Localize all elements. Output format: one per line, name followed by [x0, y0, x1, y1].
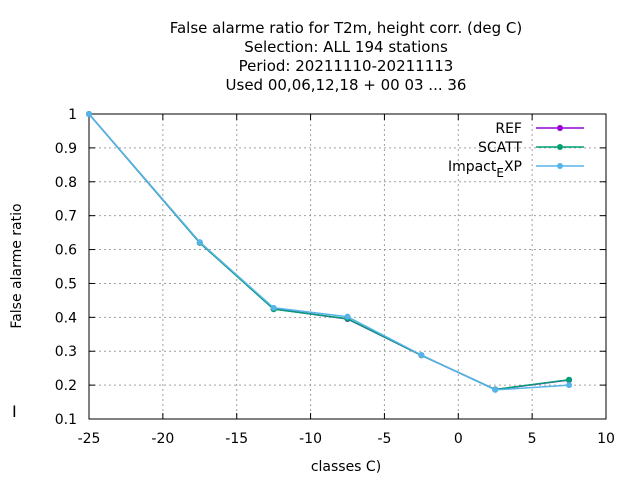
legend-label: SCATT [478, 140, 522, 156]
grid [89, 114, 606, 419]
title-line: Used 00,06,12,18 + 00 03 ... 36 [226, 76, 467, 94]
x-tick-label: 0 [454, 431, 463, 447]
y-tick-label: 0.8 [55, 175, 77, 191]
chart-title: False alarme ratio for T2m, height corr.… [170, 19, 523, 94]
legend-marker [557, 144, 563, 150]
data-point [344, 313, 351, 320]
x-tick-label: -10 [299, 431, 322, 447]
y-tick-label: 0.7 [55, 209, 77, 225]
x-tick-label: 10 [597, 431, 615, 447]
plot-frame [88, 113, 607, 420]
legend-marker [557, 163, 563, 169]
x-tick-label: -25 [78, 431, 101, 447]
data-point [270, 304, 277, 311]
data-point [566, 382, 573, 389]
legend-label: ImpactEXP [448, 159, 522, 180]
data-point [418, 351, 425, 358]
y-tick-label: 0.3 [55, 344, 77, 360]
data-point [492, 386, 499, 393]
left-mark: I [12, 402, 17, 421]
y-tick-label: 0.2 [55, 378, 77, 394]
x-axis: -25 -20 -15 -10 -5 0 5 10 [78, 114, 615, 447]
legend-label: REF [495, 121, 522, 137]
y-tick-label: 0.6 [55, 243, 77, 259]
y-tick-label: 0.4 [55, 310, 77, 326]
y-tick-label: 1 [68, 107, 77, 123]
x-tick-label: -5 [377, 431, 391, 447]
y-axis-label: False alarme ratio [9, 203, 25, 328]
x-tick-label: -15 [225, 431, 248, 447]
legend-marker [557, 125, 563, 131]
y-tick-label: 0.9 [55, 141, 77, 157]
title-line: Selection: ALL 194 stations [244, 38, 448, 56]
data-point [566, 376, 573, 383]
y-tick-label: 0.5 [55, 276, 77, 292]
series [86, 111, 573, 393]
x-axis-label: classes C) [311, 459, 381, 475]
data-point [196, 239, 203, 246]
legend: REF SCATT ImpactEXP [448, 121, 584, 180]
x-tick-label: -20 [151, 431, 174, 447]
x-tick-label: 5 [528, 431, 537, 447]
title-line: False alarme ratio for T2m, height corr.… [170, 19, 523, 37]
y-axis: 0.1 0.2 0.3 0.4 0.5 0.6 0.7 0.8 0.9 1 [55, 107, 606, 428]
data-point [86, 111, 92, 117]
y-tick-label: 0.1 [55, 412, 77, 428]
title-line: Period: 20211110-20211113 [239, 57, 454, 75]
